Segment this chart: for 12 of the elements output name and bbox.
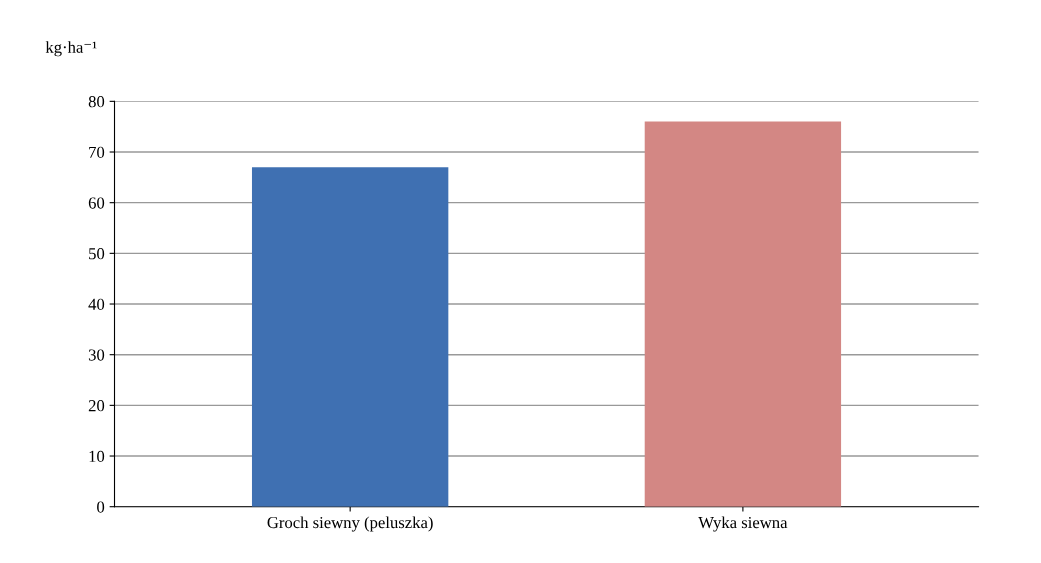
y-tick-label: 70 — [89, 146, 105, 158]
y-tick-label: 40 — [88, 298, 105, 310]
y-tick-label: 30 — [88, 349, 105, 361]
y-tick-label: 10 — [89, 450, 105, 462]
y-tick-label: 50 — [89, 248, 105, 260]
x-tick-label: Wyka siewna — [698, 516, 788, 532]
y-tick-label: 0 — [97, 501, 105, 513]
y-axis-title: kg·ha⁻¹ — [45, 41, 97, 57]
x-tick-label: Groch siewny (peluszka) — [267, 516, 433, 532]
y-tick-label: 60 — [88, 197, 105, 209]
y-tick-label: 80 — [88, 96, 105, 108]
y-tick-label: 20 — [88, 400, 105, 412]
